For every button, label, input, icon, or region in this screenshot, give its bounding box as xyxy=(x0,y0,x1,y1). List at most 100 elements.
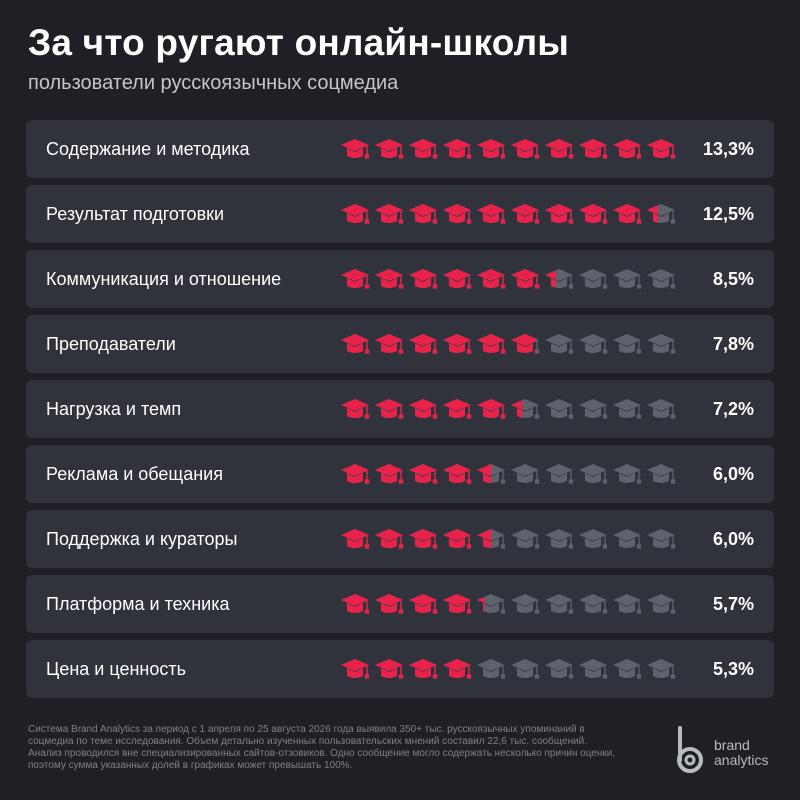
graduation-cap-icon xyxy=(647,334,676,354)
chart-row: Поддержка и кураторы 6,0% xyxy=(26,510,774,568)
graduation-cap-icon xyxy=(511,399,540,419)
cap-icons xyxy=(340,592,678,616)
graduation-cap-icon xyxy=(375,269,404,289)
chart-row: Реклама и обещания 6,0% xyxy=(26,445,774,503)
graduation-cap-icon xyxy=(545,529,574,549)
graduation-cap-icon xyxy=(443,529,472,549)
chart-row: Цена и ценность 5,3% xyxy=(26,640,774,698)
graduation-cap-icon xyxy=(647,464,676,484)
cap-icons xyxy=(340,202,678,226)
graduation-cap-icon xyxy=(409,464,438,484)
category-label: Нагрузка и темп xyxy=(46,399,182,419)
graduation-cap-icon xyxy=(443,659,472,679)
value-label: 8,5% xyxy=(712,269,754,289)
graduation-cap-icon xyxy=(375,204,404,224)
value-label: 7,8% xyxy=(712,334,754,354)
graduation-cap-icon xyxy=(579,464,608,484)
graduation-cap-icon xyxy=(647,204,676,224)
graduation-cap-icon xyxy=(613,594,642,614)
chart-row: Платформа и техника 5,7% xyxy=(26,575,774,633)
graduation-cap-icon xyxy=(443,269,472,289)
graduation-cap-icon xyxy=(545,399,574,419)
chart-row: Преподаватели 7,8% xyxy=(26,315,774,373)
graduation-cap-icon xyxy=(613,399,642,419)
graduation-cap-icon xyxy=(341,204,370,224)
chart-title: За что ругают онлайн-школы xyxy=(28,22,570,63)
graduation-cap-icon xyxy=(375,139,404,159)
graduation-cap-icon xyxy=(579,334,608,354)
cap-icons xyxy=(340,332,678,356)
category-label: Цена и ценность xyxy=(46,659,186,679)
value-label: 12,5% xyxy=(702,204,754,224)
graduation-cap-icon xyxy=(579,529,608,549)
graduation-cap-icon xyxy=(477,594,506,614)
graduation-cap-icon xyxy=(477,464,506,484)
graduation-cap-icon xyxy=(511,594,540,614)
category-label: Реклама и обещания xyxy=(46,464,223,484)
graduation-cap-icon xyxy=(647,594,676,614)
graduation-cap-icon xyxy=(579,139,608,159)
category-label: Результат подготовки xyxy=(46,204,225,224)
graduation-cap-icon xyxy=(613,204,642,224)
cap-icons xyxy=(340,657,678,681)
graduation-cap-icon xyxy=(477,269,506,289)
cap-icons xyxy=(340,137,678,161)
graduation-cap-icon xyxy=(375,464,404,484)
graduation-cap-icon xyxy=(409,529,438,549)
graduation-cap-icon xyxy=(545,204,574,224)
graduation-cap-icon xyxy=(511,464,540,484)
chart-row: Содержание и методика 13,3% xyxy=(26,120,774,178)
graduation-cap-icon xyxy=(443,464,472,484)
graduation-cap-icon xyxy=(375,529,404,549)
graduation-cap-icon xyxy=(511,529,540,549)
graduation-cap-icon xyxy=(647,529,676,549)
brand-analytics-logo-icon xyxy=(677,726,703,773)
graduation-cap-icon xyxy=(443,139,472,159)
graduation-cap-icon xyxy=(375,399,404,419)
footnote: Система Brand Analytics за период с 1 ап… xyxy=(28,724,616,771)
category-label: Содержание и методика xyxy=(46,139,250,159)
brand-logo: brand analytics xyxy=(672,726,782,778)
graduation-cap-icon xyxy=(613,334,642,354)
chart-row: Результат подготовки 12,5% xyxy=(26,185,774,243)
cap-icons xyxy=(340,462,678,486)
graduation-cap-icon xyxy=(409,269,438,289)
chart-rows: Содержание и методика 13,3% Результат подг… xyxy=(26,120,774,705)
graduation-cap-icon xyxy=(545,139,574,159)
graduation-cap-icon xyxy=(341,334,370,354)
graduation-cap-icon xyxy=(341,464,370,484)
graduation-cap-icon xyxy=(613,529,642,549)
graduation-cap-icon xyxy=(375,594,404,614)
graduation-cap-icon xyxy=(477,139,506,159)
graduation-cap-icon xyxy=(511,139,540,159)
category-label: Коммуникация и отношение xyxy=(46,269,282,289)
value-label: 6,0% xyxy=(712,529,754,549)
cap-icons xyxy=(340,527,678,551)
graduation-cap-icon xyxy=(375,334,404,354)
graduation-cap-icon xyxy=(477,204,506,224)
graduation-cap-icon xyxy=(511,334,540,354)
graduation-cap-icon xyxy=(545,464,574,484)
graduation-cap-icon xyxy=(647,399,676,419)
graduation-cap-icon xyxy=(477,334,506,354)
graduation-cap-icon xyxy=(613,659,642,679)
brand-logo-line1: brand xyxy=(714,737,750,753)
graduation-cap-icon xyxy=(409,659,438,679)
graduation-cap-icon xyxy=(409,139,438,159)
value-label: 5,7% xyxy=(712,594,754,614)
graduation-cap-icon xyxy=(511,204,540,224)
value-label: 5,3% xyxy=(712,659,754,679)
graduation-cap-icon xyxy=(613,269,642,289)
graduation-cap-icon xyxy=(579,269,608,289)
chart-row: Нагрузка и темп 7,2% xyxy=(26,380,774,438)
chart-subtitle: пользователи русскоязычных соцмедиа xyxy=(28,72,399,94)
chart-row: Коммуникация и отношение 8,5% xyxy=(26,250,774,308)
value-label: 7,2% xyxy=(712,399,754,419)
graduation-cap-icon xyxy=(545,659,574,679)
category-label: Платформа и техника xyxy=(46,594,230,614)
value-label: 6,0% xyxy=(712,464,754,484)
graduation-cap-icon xyxy=(477,659,506,679)
graduation-cap-icon xyxy=(613,139,642,159)
graduation-cap-icon xyxy=(647,139,676,159)
graduation-cap-icon xyxy=(443,204,472,224)
